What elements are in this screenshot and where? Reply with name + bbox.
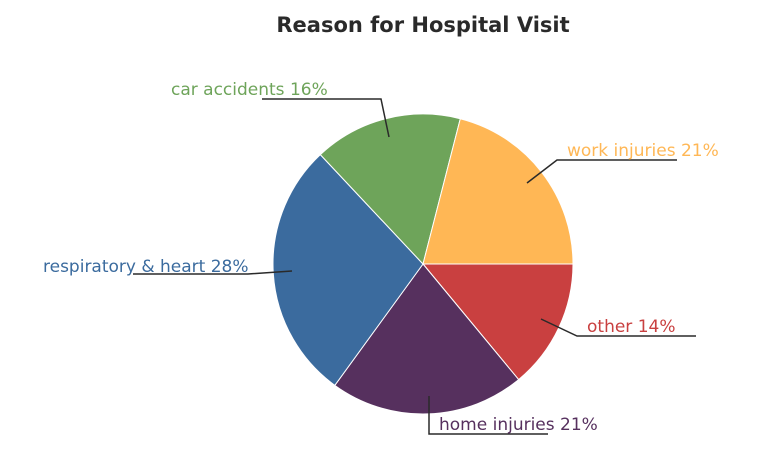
pie-slice-home-injuries <box>334 263 520 415</box>
pie-slice-respiratory-heart <box>272 153 424 387</box>
chart-title: Reason for Hospital Visit <box>276 13 569 37</box>
slice-label: work injuries 21% <box>567 141 719 161</box>
slice-label: other 14% <box>587 317 675 337</box>
slice-label: home injuries 21% <box>439 415 598 435</box>
slice-labels: other 14% home injuries 21% respiratory & … <box>43 80 719 435</box>
slice-label: respiratory & heart 28% <box>43 257 249 277</box>
leader-line <box>428 396 548 435</box>
slice-label: car accidents 16% <box>171 80 328 100</box>
pie-slices <box>272 113 574 415</box>
leader-line <box>540 318 696 337</box>
leader-line <box>262 98 390 138</box>
leader-line <box>526 159 677 184</box>
leader-line <box>133 270 293 275</box>
